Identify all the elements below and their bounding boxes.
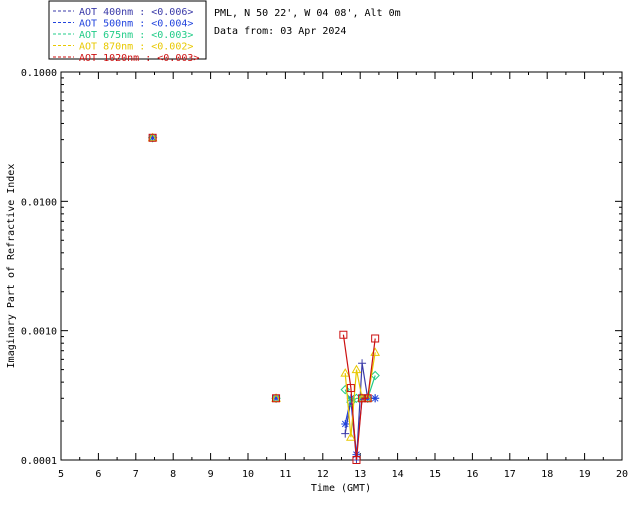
y-tick-label: 0.1000 <box>21 68 57 79</box>
x-tick-label: 14 <box>392 469 404 480</box>
data-point <box>363 394 372 403</box>
y-axis-label: Imaginary Part of Refractive Index <box>6 164 17 369</box>
x-tick-label: 17 <box>504 469 516 480</box>
x-axis-label: Time (GMT) <box>311 483 371 494</box>
data-point <box>341 429 350 438</box>
data-point <box>358 359 367 368</box>
x-tick-label: 16 <box>466 469 478 480</box>
data-point <box>358 394 367 403</box>
x-tick-label: 12 <box>317 469 329 480</box>
x-tick-label: 20 <box>616 469 628 480</box>
x-tick-label: 13 <box>354 469 366 480</box>
data-point <box>352 456 361 464</box>
legend-label: AOT 1020nm : <0.003> <box>79 53 199 64</box>
y-tick-label: 0.0010 <box>21 327 57 338</box>
site-info: PML, N 50 22', W 04 08', Alt 0m <box>214 8 401 19</box>
data-point <box>339 330 348 339</box>
x-tick-label: 6 <box>95 469 101 480</box>
series-2 <box>147 133 380 407</box>
data-point <box>340 368 351 377</box>
data-point <box>371 394 380 403</box>
x-tick-label: 15 <box>429 469 441 480</box>
data-point <box>148 133 157 142</box>
legend-label: AOT 675nm : <0.003> <box>79 30 193 41</box>
y-tick-label: 0.0100 <box>21 197 57 208</box>
data-point <box>371 334 380 343</box>
data-point <box>272 394 281 403</box>
series-1 <box>148 133 380 459</box>
legend: AOT 400nm : <0.006>AOT 500nm : <0.004>AO… <box>48 0 207 64</box>
y-tick-label: 0.0001 <box>21 456 57 467</box>
data-point <box>370 370 380 381</box>
x-tick-label: 8 <box>170 469 176 480</box>
data-point <box>346 384 355 393</box>
data-point <box>351 364 362 374</box>
x-tick-label: 18 <box>541 469 553 480</box>
series-4 <box>148 133 380 464</box>
series-0 <box>148 133 380 464</box>
data-point <box>148 133 157 142</box>
plot-frame <box>60 71 623 461</box>
legend-label: AOT 870nm : <0.002> <box>79 42 193 53</box>
x-tick-label: 19 <box>579 469 591 480</box>
x-tick-label: 7 <box>133 469 139 480</box>
data-point <box>345 432 356 441</box>
series-3 <box>147 132 381 441</box>
legend-label: AOT 400nm : <0.006> <box>79 7 193 18</box>
legend-box <box>48 0 207 60</box>
x-tick-label: 9 <box>208 469 214 480</box>
x-tick-label: 5 <box>58 469 64 480</box>
x-tick-label: 10 <box>242 469 254 480</box>
x-tick-label: 11 <box>279 469 291 480</box>
date-info: Data from: 03 Apr 2024 <box>214 26 346 37</box>
data-point <box>147 133 158 143</box>
data-point <box>271 393 281 402</box>
data-point <box>340 384 350 395</box>
legend-label: AOT 500nm : <0.004> <box>79 19 193 30</box>
data-point <box>341 419 350 428</box>
series-line <box>342 334 376 461</box>
data-point <box>272 394 281 403</box>
